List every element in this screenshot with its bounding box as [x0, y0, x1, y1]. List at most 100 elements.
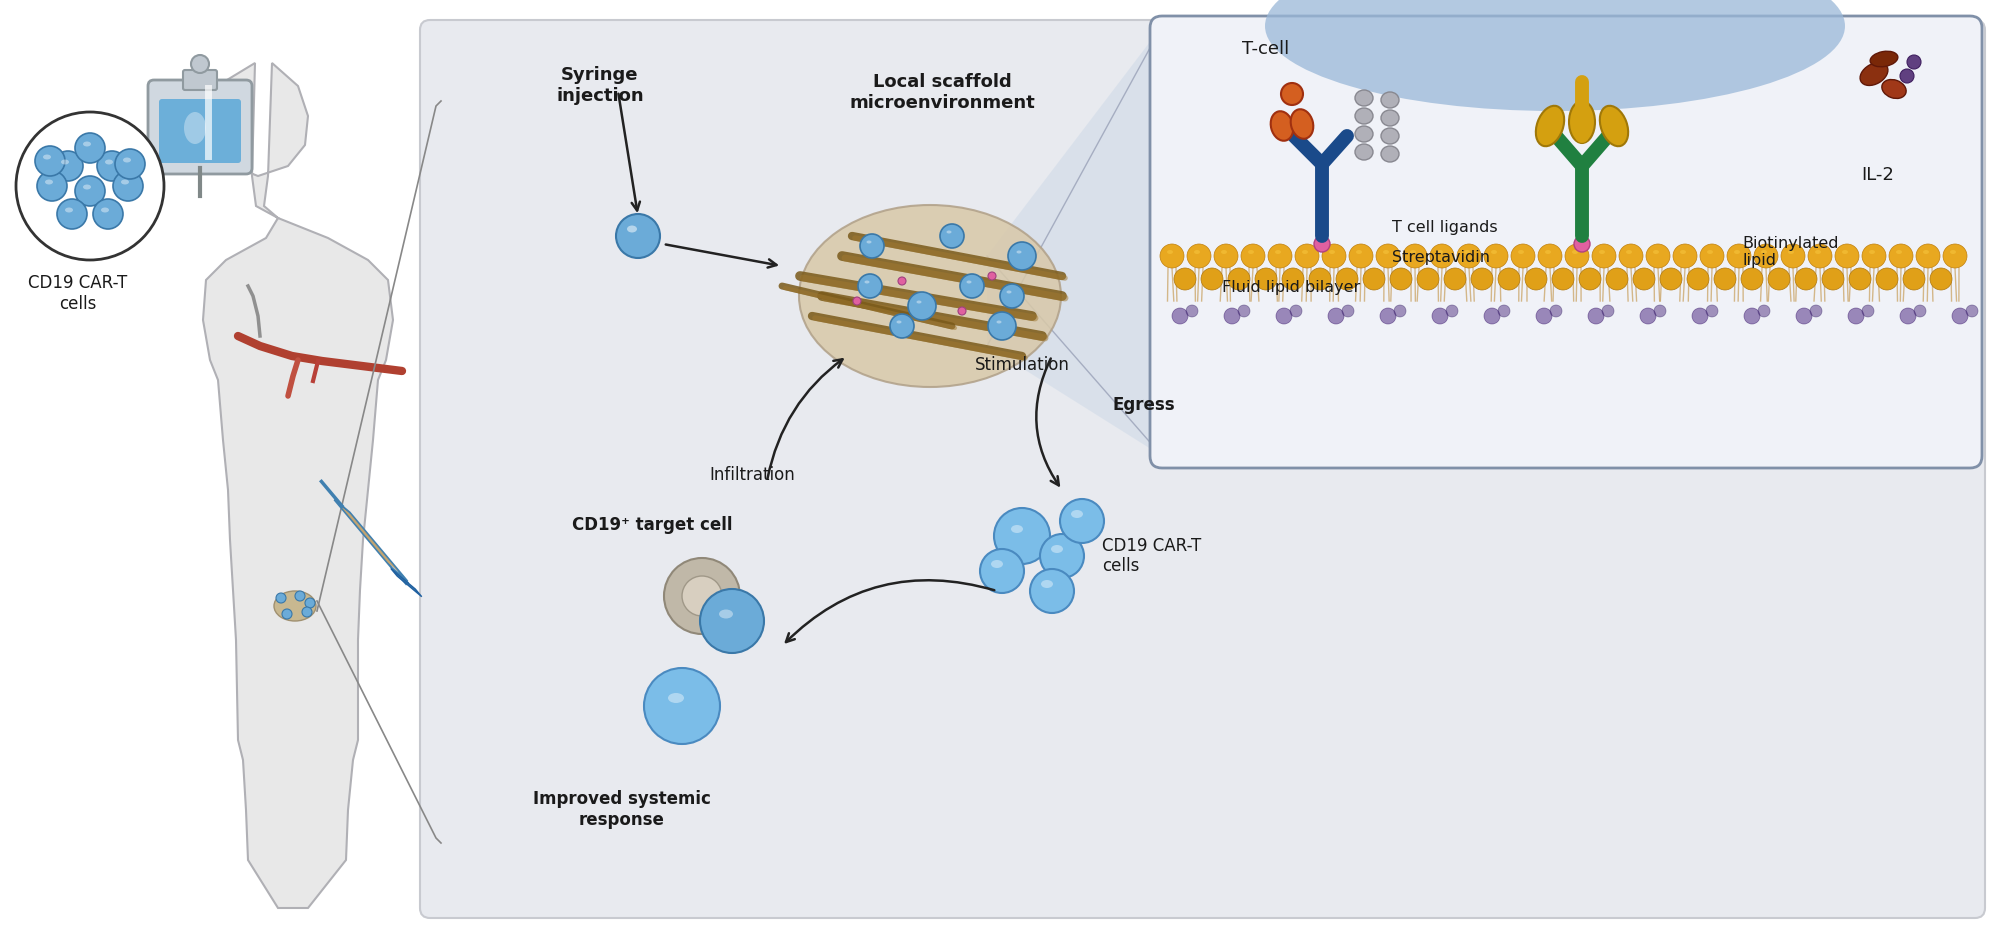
Circle shape — [1862, 244, 1886, 268]
Ellipse shape — [84, 142, 92, 146]
Circle shape — [1836, 244, 1860, 268]
Circle shape — [1314, 236, 1330, 252]
Circle shape — [1966, 305, 1978, 317]
Circle shape — [988, 272, 996, 280]
Circle shape — [116, 149, 144, 179]
Circle shape — [1430, 244, 1454, 268]
Text: T-cell: T-cell — [1242, 40, 1290, 58]
Ellipse shape — [1536, 106, 1564, 146]
Ellipse shape — [1492, 250, 1496, 254]
Circle shape — [1030, 569, 1074, 613]
Ellipse shape — [1168, 250, 1172, 254]
FancyBboxPatch shape — [184, 70, 216, 90]
Circle shape — [1282, 268, 1304, 290]
Ellipse shape — [1600, 106, 1628, 146]
Circle shape — [1672, 244, 1696, 268]
Circle shape — [1174, 268, 1196, 290]
Circle shape — [682, 576, 722, 616]
Circle shape — [1744, 308, 1760, 324]
Circle shape — [908, 292, 936, 320]
Ellipse shape — [1950, 250, 1956, 254]
Ellipse shape — [1518, 250, 1524, 254]
Text: CD19 CAR-T
cells: CD19 CAR-T cells — [1102, 537, 1202, 575]
Ellipse shape — [668, 693, 684, 703]
Circle shape — [700, 589, 764, 653]
Circle shape — [1186, 305, 1198, 317]
Circle shape — [1700, 244, 1724, 268]
Circle shape — [1944, 244, 1968, 268]
Circle shape — [1796, 268, 1816, 290]
Circle shape — [1930, 268, 1952, 290]
Circle shape — [1952, 308, 1968, 324]
Text: Local scaffold
microenvironment: Local scaffold microenvironment — [850, 73, 1034, 112]
Ellipse shape — [1816, 250, 1820, 254]
Circle shape — [616, 214, 660, 258]
Ellipse shape — [628, 225, 636, 233]
Circle shape — [1768, 268, 1790, 290]
Ellipse shape — [1052, 545, 1064, 553]
Ellipse shape — [124, 158, 132, 162]
Circle shape — [994, 508, 1050, 564]
Ellipse shape — [1882, 80, 1906, 98]
Circle shape — [1008, 242, 1036, 270]
FancyBboxPatch shape — [1150, 16, 1982, 468]
Circle shape — [1446, 305, 1458, 317]
Circle shape — [1484, 244, 1508, 268]
Ellipse shape — [864, 280, 870, 283]
Ellipse shape — [184, 112, 206, 144]
Ellipse shape — [1194, 250, 1200, 254]
Ellipse shape — [100, 207, 108, 213]
Ellipse shape — [916, 300, 922, 304]
Circle shape — [1376, 244, 1400, 268]
Ellipse shape — [1924, 250, 1928, 254]
Circle shape — [1552, 268, 1574, 290]
Ellipse shape — [1464, 250, 1470, 254]
Circle shape — [644, 668, 720, 744]
Circle shape — [1574, 236, 1590, 252]
Circle shape — [1512, 244, 1536, 268]
Circle shape — [1240, 244, 1266, 268]
Circle shape — [1390, 268, 1412, 290]
Circle shape — [1728, 244, 1752, 268]
Circle shape — [1908, 55, 1920, 69]
Circle shape — [1822, 268, 1844, 290]
Circle shape — [1654, 305, 1666, 317]
Ellipse shape — [1276, 250, 1280, 254]
Ellipse shape — [1016, 250, 1022, 253]
Ellipse shape — [1380, 128, 1400, 144]
Ellipse shape — [84, 185, 92, 189]
Ellipse shape — [1270, 112, 1294, 141]
Circle shape — [1714, 268, 1736, 290]
Circle shape — [1276, 308, 1292, 324]
Ellipse shape — [104, 159, 112, 164]
Circle shape — [1646, 244, 1670, 268]
Circle shape — [1758, 305, 1770, 317]
Circle shape — [1888, 244, 1912, 268]
Ellipse shape — [1860, 63, 1888, 85]
Ellipse shape — [44, 155, 52, 159]
Circle shape — [1348, 244, 1372, 268]
Ellipse shape — [1302, 250, 1308, 254]
Circle shape — [980, 549, 1024, 593]
Ellipse shape — [1266, 0, 1844, 111]
Circle shape — [1606, 268, 1628, 290]
Circle shape — [1308, 268, 1332, 290]
Ellipse shape — [1290, 109, 1314, 139]
Ellipse shape — [1436, 250, 1444, 254]
Polygon shape — [340, 506, 398, 572]
Circle shape — [282, 609, 292, 619]
Circle shape — [92, 199, 124, 229]
Circle shape — [1394, 305, 1406, 317]
Circle shape — [1172, 308, 1188, 324]
Ellipse shape — [1356, 250, 1362, 254]
Circle shape — [1862, 305, 1874, 317]
Circle shape — [898, 277, 906, 285]
Circle shape — [958, 307, 966, 315]
Circle shape — [1640, 308, 1656, 324]
Text: Syringe
injection: Syringe injection — [556, 66, 644, 105]
Circle shape — [1808, 244, 1832, 268]
Circle shape — [1472, 268, 1492, 290]
Circle shape — [1498, 268, 1520, 290]
Circle shape — [1602, 305, 1614, 317]
Ellipse shape — [1380, 110, 1400, 126]
